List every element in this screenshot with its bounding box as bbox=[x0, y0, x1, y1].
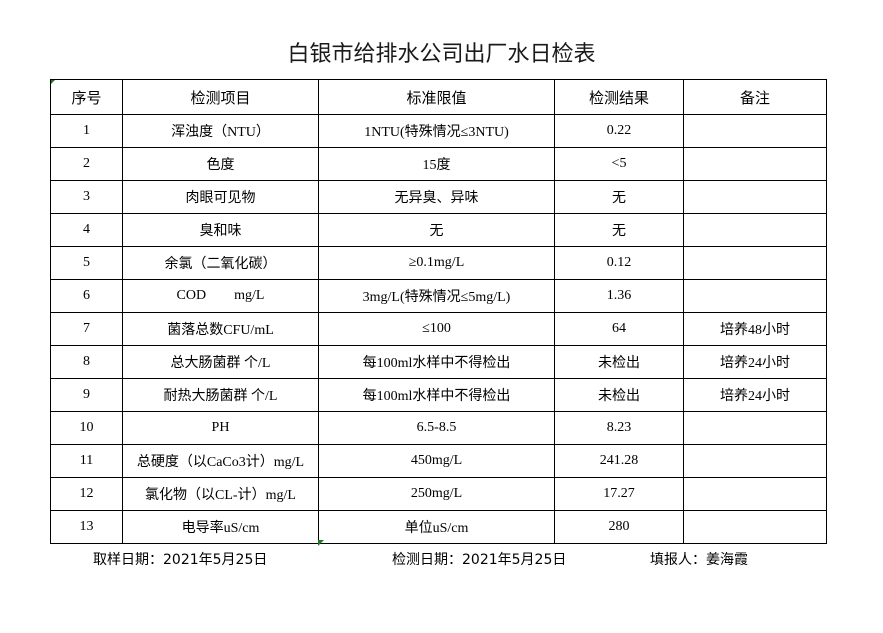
table-cell: 6 bbox=[50, 279, 123, 313]
table-row: 5 余氯（二氧化碳） ≥0.1mg/L 0.12 bbox=[50, 246, 827, 280]
table-cell: 450mg/L bbox=[318, 444, 555, 478]
sample-date: 取样日期：2021年5月25日 bbox=[93, 552, 268, 568]
table-cell: 13 bbox=[50, 510, 123, 544]
table-cell: 氯化物（以CL-计）mg/L bbox=[122, 477, 319, 511]
table-cell: 未检出 bbox=[554, 378, 684, 412]
table-cell: 15度 bbox=[318, 147, 555, 181]
table-header: 序号 检测项目 标准限值 检测结果 备注 bbox=[50, 79, 827, 115]
table-cell: 每100ml水样中不得检出 bbox=[318, 345, 555, 379]
table-cell bbox=[683, 279, 827, 313]
table-cell: 64 bbox=[554, 312, 684, 346]
header-cell: 备注 bbox=[683, 79, 827, 115]
table-cell: 3mg/L(特殊情况≤5mg/L) bbox=[318, 279, 555, 313]
table-cell: 总大肠菌群 个/L bbox=[122, 345, 319, 379]
table-cell: 耐热大肠菌群 个/L bbox=[122, 378, 319, 412]
table-cell: 8.23 bbox=[554, 411, 684, 445]
table-cell bbox=[683, 477, 827, 511]
table-cell: <5 bbox=[554, 147, 684, 181]
table-row: 2 色度 15度 <5 bbox=[50, 147, 827, 181]
table-cell: 9 bbox=[50, 378, 123, 412]
table-row: 8 总大肠菌群 个/L 每100ml水样中不得检出 未检出 培养24小时 bbox=[50, 345, 827, 379]
table-cell bbox=[683, 246, 827, 280]
table-cell: 3 bbox=[50, 180, 123, 214]
table-cell: COD mg/L bbox=[122, 279, 319, 313]
table-cell: 无 bbox=[318, 213, 555, 247]
table-row: 4 臭和味无无 bbox=[50, 213, 827, 247]
table-row: 13 电导率uS/cm 单位uS/cm 280 bbox=[50, 510, 827, 544]
table-cell: 培养24小时 bbox=[683, 378, 827, 412]
table-cell: 1 bbox=[50, 114, 123, 148]
table-cell: 11 bbox=[50, 444, 123, 478]
table-cell: 色度 bbox=[122, 147, 319, 181]
table-cell: 无 bbox=[554, 180, 684, 214]
cell-marker bbox=[318, 540, 324, 546]
table-cell: 培养48小时 bbox=[683, 312, 827, 346]
table-cell bbox=[683, 444, 827, 478]
table-cell: ≤100 bbox=[318, 312, 555, 346]
header-cell: 标准限值 bbox=[318, 79, 555, 115]
table-cell: 1NTU(特殊情况≤3NTU) bbox=[318, 114, 555, 148]
inspection-table: 序号 检测项目 标准限值 检测结果 备注 1 浑浊度（NTU） 1NTU(特殊情况≤… bbox=[50, 79, 827, 544]
table-cell: 电导率uS/cm bbox=[122, 510, 319, 544]
table-cell: 无异臭、异味 bbox=[318, 180, 555, 214]
table-cell: 7 bbox=[50, 312, 123, 346]
table-cell: 17.27 bbox=[554, 477, 684, 511]
table-cell: 10 bbox=[50, 411, 123, 445]
table-cell bbox=[683, 510, 827, 544]
table-cell bbox=[683, 147, 827, 181]
table-cell: ≥0.1mg/L bbox=[318, 246, 555, 280]
page-title: 白银市给排水公司出厂水日检表 bbox=[287, 42, 596, 67]
header-cell: 检测项目 bbox=[122, 79, 319, 115]
table-cell: 浑浊度（NTU） bbox=[122, 114, 319, 148]
table-row: 12 氯化物（以CL-计）mg/L 250mg/L 17.27 bbox=[50, 477, 827, 511]
table-row: 1 浑浊度（NTU） 1NTU(特殊情况≤3NTU) 0.22 bbox=[50, 114, 827, 148]
table-cell: 280 bbox=[554, 510, 684, 544]
table-cell: 菌落总数CFU/mL bbox=[122, 312, 319, 346]
table-cell: 0.12 bbox=[554, 246, 684, 280]
table-row: 6 COD mg/L 3mg/L(特殊情况≤5mg/L) 1.36 bbox=[50, 279, 827, 313]
table-row: 10 PH 6.5-8.5 8.23 bbox=[50, 411, 827, 445]
header-cell: 检测结果 bbox=[554, 79, 684, 115]
table-cell: 培养24小时 bbox=[683, 345, 827, 379]
table-cell bbox=[683, 180, 827, 214]
table-cell: 余氯（二氧化碳） bbox=[122, 246, 319, 280]
table-cell: 每100ml水样中不得检出 bbox=[318, 378, 555, 412]
table-row: 9 耐热大肠菌群 个/L 每100ml水样中不得检出 未检出 培养24小时 bbox=[50, 378, 827, 412]
table-cell: 肉眼可见物 bbox=[122, 180, 319, 214]
table-cell: 250mg/L bbox=[318, 477, 555, 511]
table-cell: 0.22 bbox=[554, 114, 684, 148]
table-row: 11 总硬度（以CaCo3计）mg/L 450mg/L 241.28 bbox=[50, 444, 827, 478]
table-cell: 总硬度（以CaCo3计）mg/L bbox=[122, 444, 319, 478]
table-cell: 5 bbox=[50, 246, 123, 280]
table-cell: 4 bbox=[50, 213, 123, 247]
table-cell: 臭和味 bbox=[122, 213, 319, 247]
table-cell: 12 bbox=[50, 477, 123, 511]
table-cell: 8 bbox=[50, 345, 123, 379]
table-cell bbox=[683, 411, 827, 445]
table-cell: 2 bbox=[50, 147, 123, 181]
table-cell: 无 bbox=[554, 213, 684, 247]
table-cell: PH bbox=[122, 411, 319, 445]
table-cell: 241.28 bbox=[554, 444, 684, 478]
table-cell: 6.5-8.5 bbox=[318, 411, 555, 445]
table-row: 3 肉眼可见物 无异臭、异味无 bbox=[50, 180, 827, 214]
reporter: 填报人：姜海霞 bbox=[650, 552, 748, 568]
table-cell bbox=[683, 114, 827, 148]
table-cell bbox=[683, 213, 827, 247]
table-row: 7 菌落总数CFU/mL ≤100 64 培养48小时 bbox=[50, 312, 827, 346]
table-cell: 未检出 bbox=[554, 345, 684, 379]
test-date: 检测日期：2021年5月25日 bbox=[392, 552, 567, 568]
table-cell: 单位uS/cm bbox=[318, 510, 555, 544]
header-cell: 序号 bbox=[50, 79, 123, 115]
table-cell: 1.36 bbox=[554, 279, 684, 313]
